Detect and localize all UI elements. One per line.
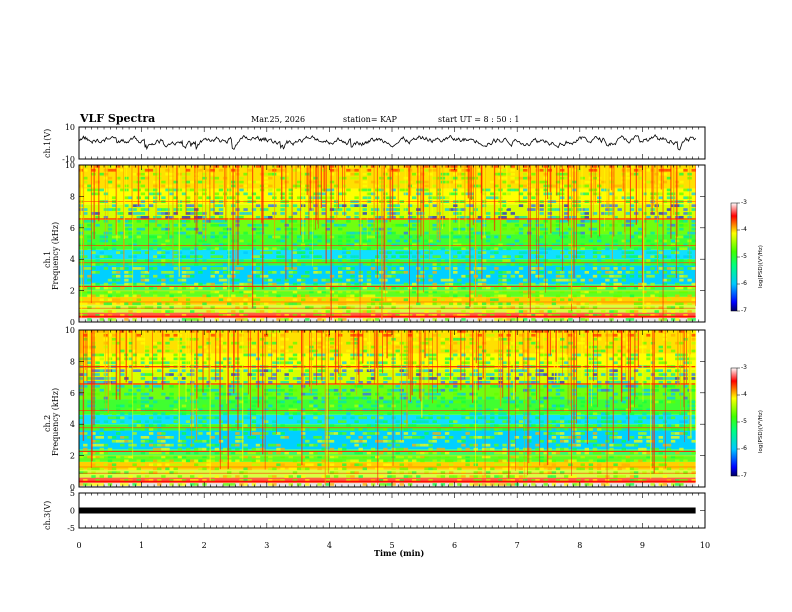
- ch1-wave-ytick: 10: [65, 123, 75, 132]
- x-tick-label: 0: [76, 541, 81, 550]
- ch1-wave-ylabel: ch.1(V): [43, 128, 52, 158]
- ch1-spec-ytick: 10: [65, 161, 75, 170]
- ch2-colorbar-tick: -7: [741, 472, 747, 479]
- ch1-freq-ylabel: Frequency (kHz): [51, 221, 60, 290]
- ch1-spec-ytick: 4: [70, 255, 75, 264]
- date-label: Mar.25, 2026: [251, 115, 306, 124]
- ch2-freq-ylabel: Frequency (kHz): [51, 387, 60, 456]
- x-tick-label: 6: [452, 541, 457, 550]
- ch1-colorbar: [730, 202, 738, 312]
- ch1-colorbar-tick: -5: [741, 253, 747, 260]
- x-tick-label: 10: [700, 541, 710, 550]
- ch2-colorbar-tick: -4: [741, 391, 747, 398]
- ch1-colorbar-tick: -7: [741, 307, 747, 314]
- ch3-ytick: -5: [67, 524, 75, 533]
- ch2-spec-ytick: 2: [70, 452, 75, 461]
- ch2-spec-ytick: 8: [70, 357, 75, 366]
- ch2-spectrogram: [79, 330, 697, 487]
- x-tick-label: 7: [515, 541, 520, 550]
- ch1-colorbar-tick: -6: [741, 280, 747, 287]
- x-axis-label: Time (min): [374, 548, 425, 558]
- ch3-ytick: 5: [70, 489, 75, 498]
- ch2-colorbar-label: log(PSD)(V²/Hz): [758, 410, 764, 453]
- ch3-ylabel: ch.3(V): [43, 500, 52, 530]
- plot-title: VLF Spectra: [80, 112, 156, 125]
- station-label: station= KAP: [343, 115, 397, 124]
- ch2-colorbar-tick: -5: [741, 418, 747, 425]
- ch1-spectrogram: [79, 165, 696, 322]
- ch1-colorbar-label: log(PSD)(V²/Hz): [758, 245, 764, 288]
- ch1-colorbar-tick: -3: [741, 199, 747, 206]
- ch2-colorbar-tick: -3: [741, 364, 747, 371]
- ch1-wave-ytick: -10: [62, 155, 75, 164]
- ch2-colorbar-tick: -6: [741, 445, 747, 452]
- ch2-spec-ytick: 4: [70, 420, 75, 429]
- ch1-waveform-trace: [78, 134, 696, 151]
- x-tick-label: 9: [640, 541, 645, 550]
- ch1-spec-ytick: 6: [70, 224, 75, 233]
- ch2-spec-ytick: 0: [70, 483, 75, 492]
- axis-ticks: [78, 126, 740, 529]
- x-tick-label: 8: [577, 541, 582, 550]
- ch3-trace: [79, 507, 696, 514]
- ch2-spec-ytick: 6: [70, 389, 75, 398]
- x-tick-label: 2: [202, 541, 207, 550]
- x-tick-label: 1: [139, 541, 144, 550]
- ch1-spec-ytick: 0: [70, 318, 75, 327]
- ch3-ytick: 0: [70, 507, 75, 516]
- x-tick-label: 3: [264, 541, 269, 550]
- x-tick-label: 5: [389, 541, 394, 550]
- ch1-colorbar-tick: -4: [741, 226, 747, 233]
- ch1-spec-ytick: 8: [70, 192, 75, 201]
- ch1-spec-ytick: 2: [70, 287, 75, 296]
- start-time-label: start UT = 8 : 50 : 1: [438, 115, 520, 124]
- x-tick-label: 4: [327, 541, 332, 550]
- ch2-colorbar: [730, 367, 738, 477]
- ch2-spec-ytick: 10: [65, 326, 75, 335]
